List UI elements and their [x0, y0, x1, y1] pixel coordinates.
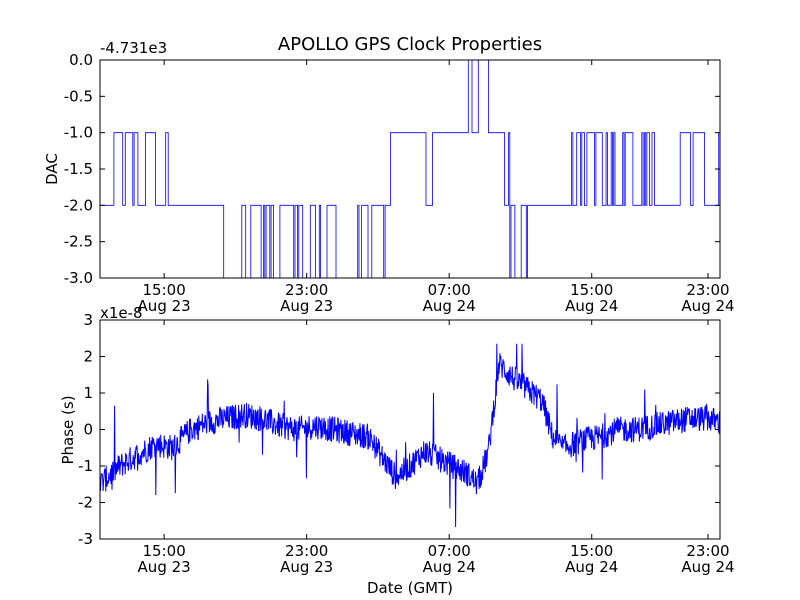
x-tick-label-time: 07:00 — [428, 281, 471, 299]
y-tick-label: -3 — [78, 530, 93, 548]
y-tick-label: -0.5 — [64, 87, 93, 105]
dac-y-ticks: 0.0 -0.5 -1.0 -1.5 -2.0 -2.5 -3.0 — [64, 51, 720, 287]
y-tick-label: 0 — [83, 421, 93, 439]
x-tick-label-date: Aug 24 — [681, 297, 734, 315]
dac-y-axis-label: DAC — [43, 153, 61, 185]
x-tick-label-date: Aug 24 — [423, 558, 476, 576]
x-tick-label-time: 23:00 — [686, 542, 729, 560]
x-tick-label-date: Aug 23 — [280, 558, 333, 576]
phase-offset-text: x1e-8 — [100, 304, 143, 322]
dac-offset-text: -4.731e3 — [100, 39, 167, 57]
y-tick-label: 2 — [83, 348, 93, 366]
x-tick-label-date: Aug 24 — [565, 297, 618, 315]
x-tick-label-time: 15:00 — [143, 281, 186, 299]
y-tick-label: -3.0 — [64, 269, 93, 287]
y-tick-label: 0.0 — [69, 51, 93, 69]
y-tick-label: -2 — [78, 494, 93, 512]
x-tick-label-date: Aug 24 — [565, 558, 618, 576]
x-tick-label-time: 07:00 — [428, 542, 471, 560]
y-tick-label: -1.0 — [64, 124, 93, 142]
phase-y-axis-label: Phase (s) — [59, 395, 77, 464]
x-tick-label-date: Aug 23 — [280, 297, 333, 315]
x-tick-label-date: Aug 24 — [423, 297, 476, 315]
y-tick-label: -1.5 — [64, 160, 93, 178]
x-tick-label-date: Aug 23 — [138, 558, 191, 576]
x-tick-label-date: Aug 23 — [138, 297, 191, 315]
x-tick-label-time: 23:00 — [285, 281, 328, 299]
phase-y-ticks: 3 2 1 0 -1 -2 -3 — [78, 311, 720, 548]
x-tick-label-time: 23:00 — [285, 542, 328, 560]
y-tick-label: -2.0 — [64, 196, 93, 214]
x-tick-label-time: 15:00 — [570, 281, 613, 299]
phase-series-line — [100, 343, 720, 528]
dac-series-line — [100, 60, 720, 278]
x-tick-label-time: 23:00 — [686, 281, 729, 299]
phase-x-axis-label: Date (GMT) — [367, 579, 453, 597]
x-tick-label-time: 15:00 — [570, 542, 613, 560]
x-tick-label-time: 15:00 — [143, 542, 186, 560]
x-tick-label-date: Aug 24 — [681, 558, 734, 576]
figure-title: APOLLO GPS Clock Properties — [278, 34, 542, 55]
y-tick-label: 3 — [83, 311, 93, 329]
y-tick-label: -2.5 — [64, 233, 93, 251]
y-tick-label: -1 — [78, 457, 93, 475]
y-tick-label: 1 — [83, 384, 93, 402]
